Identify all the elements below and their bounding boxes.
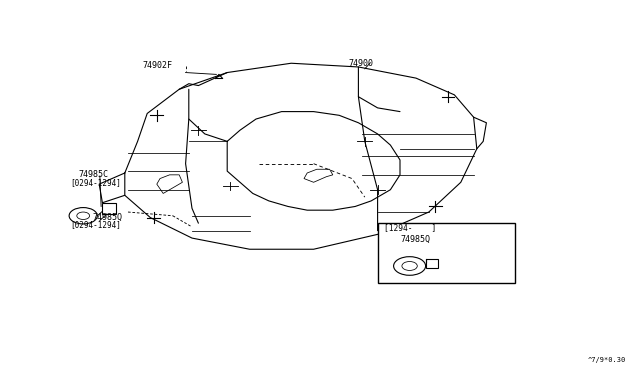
- Text: [0294-1294]: [0294-1294]: [70, 178, 121, 187]
- Text: 74985Q: 74985Q: [400, 235, 430, 244]
- Text: 74985Q: 74985Q: [93, 213, 123, 222]
- Bar: [102, 203, 116, 214]
- Text: 74900: 74900: [349, 59, 374, 68]
- Text: 74985C: 74985C: [78, 170, 108, 179]
- Text: [0294-1294]: [0294-1294]: [70, 221, 121, 230]
- Text: ^7/9*0.30: ^7/9*0.30: [588, 357, 626, 363]
- Text: 74902F: 74902F: [142, 61, 172, 70]
- Bar: [426, 259, 438, 268]
- Bar: [378, 223, 515, 283]
- Text: [1294-    ]: [1294- ]: [384, 224, 436, 232]
